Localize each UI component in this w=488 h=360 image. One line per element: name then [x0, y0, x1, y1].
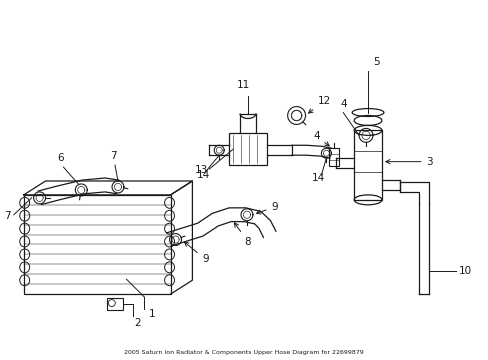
Text: 7: 7 [4, 211, 11, 221]
Bar [353, 130, 381, 200]
Bar [328, 148, 339, 166]
Text: 10: 10 [457, 266, 470, 276]
Text: 2005 Saturn Ion Radiator & Components Upper Hose Diagram for 22699879: 2005 Saturn Ion Radiator & Components Up… [124, 350, 363, 355]
Text: 7: 7 [109, 151, 116, 161]
Text: 9: 9 [256, 202, 278, 214]
Text: 11: 11 [236, 80, 249, 90]
Text: 14: 14 [311, 173, 325, 183]
Bar [229, 133, 266, 165]
Text: 9: 9 [184, 242, 208, 264]
Text: 2: 2 [134, 318, 141, 328]
Text: 4: 4 [340, 99, 347, 109]
Text: 4: 4 [312, 131, 328, 146]
Text: 5: 5 [372, 57, 379, 67]
Text: 8: 8 [234, 223, 251, 247]
Text: 13: 13 [194, 165, 207, 175]
Text: 14: 14 [196, 170, 209, 180]
Text: 3: 3 [385, 157, 432, 167]
Bar [106, 298, 122, 310]
Text: 6: 6 [57, 153, 63, 163]
Text: 12: 12 [308, 96, 330, 113]
Text: 1: 1 [148, 309, 155, 319]
